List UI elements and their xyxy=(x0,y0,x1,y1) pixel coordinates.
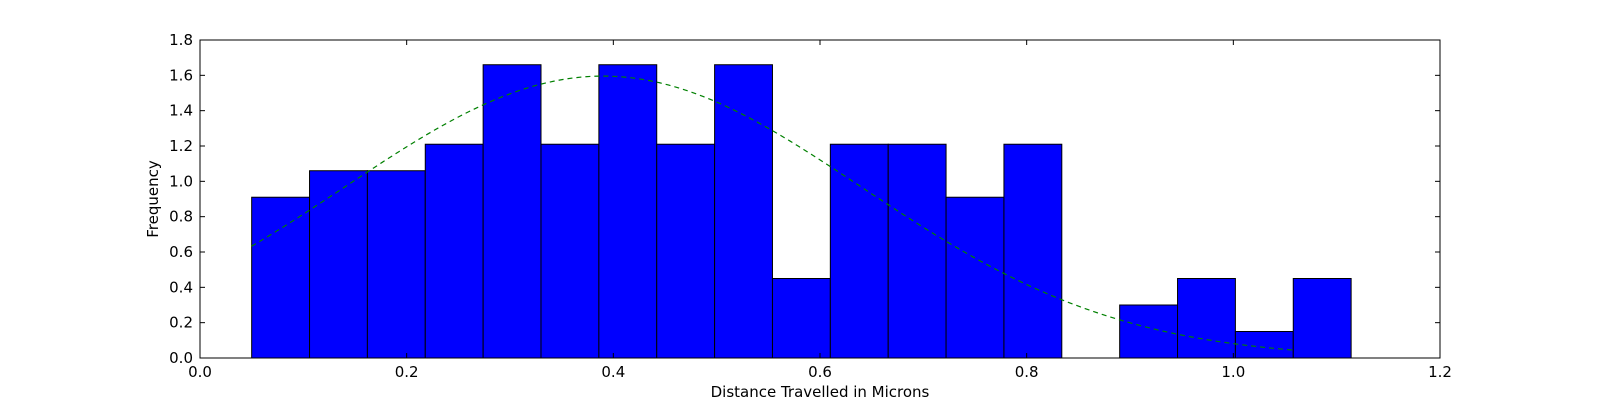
x-tick-label: 1.0 xyxy=(1221,363,1245,381)
histogram-bar xyxy=(309,170,368,359)
y-tick-label: 0.4 xyxy=(169,278,193,296)
fit-curve-layer xyxy=(251,75,1294,351)
x-tick-label: 0.2 xyxy=(395,363,419,381)
histogram-bar xyxy=(829,143,889,359)
y-axis-label: Frequency xyxy=(144,160,162,238)
tick-labels-layer: 0.0 0.2 0.4 0.6 0.8 1.0 1.2 0.0 0.2 0.4 0.6 0.8 1.0 1… xyxy=(169,31,1452,381)
histogram-bar xyxy=(1292,278,1352,359)
histogram-bar xyxy=(424,143,484,359)
x-tick-label: 0.8 xyxy=(1015,363,1039,381)
y-tick-label: 1.6 xyxy=(169,66,193,84)
histogram-bar xyxy=(482,64,542,359)
x-tick-label: 0.4 xyxy=(601,363,625,381)
y-tick-label: 1.4 xyxy=(169,102,193,120)
histogram-bar xyxy=(1003,143,1063,359)
x-axis-label: Distance Travelled in Microns xyxy=(711,383,930,400)
histogram-bar xyxy=(251,196,311,359)
histogram-bar xyxy=(771,278,831,359)
y-tick-label: 0.8 xyxy=(169,208,193,226)
x-tick-label: 0.0 xyxy=(188,363,212,381)
y-tick-label: 0.2 xyxy=(169,314,193,332)
fit-curve xyxy=(251,75,1294,351)
y-tick-label: 1.0 xyxy=(169,172,193,190)
histogram-bar xyxy=(540,143,600,359)
ticks-layer xyxy=(199,39,1441,359)
x-tick-label: 1.2 xyxy=(1428,363,1452,381)
histogram-bar xyxy=(945,196,1005,359)
histogram-bar xyxy=(887,143,947,359)
histogram-bar xyxy=(656,143,716,359)
histogram-bar xyxy=(1177,278,1236,359)
y-tick-label: 1.2 xyxy=(169,137,193,155)
histogram-bar xyxy=(1119,304,1179,359)
x-tick-label: 0.6 xyxy=(808,363,832,381)
y-tick-label: 0.6 xyxy=(169,243,193,261)
histogram-bar xyxy=(714,64,773,359)
histogram-bar xyxy=(366,170,426,359)
bars-layer xyxy=(251,64,1352,359)
y-tick-label: 0.0 xyxy=(169,349,193,367)
y-tick-label: 1.8 xyxy=(169,31,193,49)
histogram-bar xyxy=(598,64,658,359)
